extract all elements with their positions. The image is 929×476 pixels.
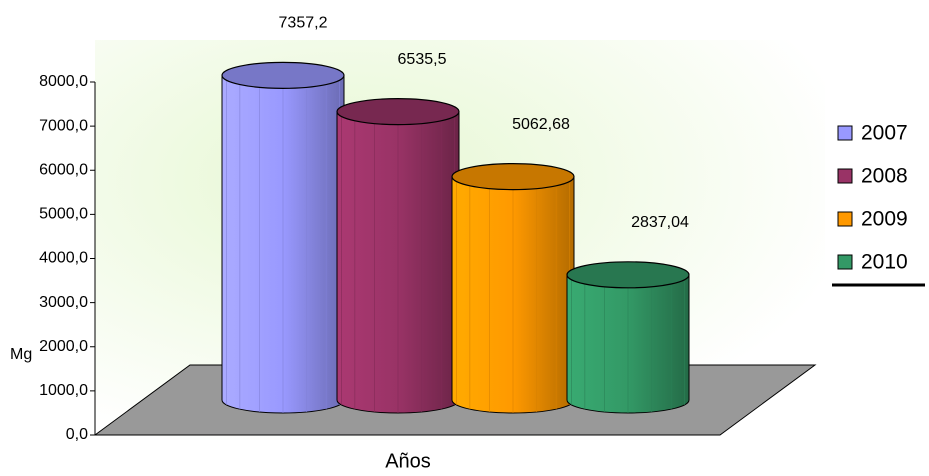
value-label: 5062,68 (512, 116, 570, 133)
y-tick-label: 3000,0 (39, 294, 88, 311)
y-tick-label: 2000,0 (39, 338, 88, 355)
y-axis-label: Mg (10, 346, 32, 363)
cylinder-top (221, 61, 345, 89)
cylinder-top (336, 98, 460, 126)
cylinder-top (566, 261, 690, 289)
legend-swatch (837, 125, 853, 141)
y-tick-label: 7000,0 (39, 117, 88, 134)
y-tick-label: 8000,0 (39, 73, 88, 90)
legend-label: 2010 (861, 251, 908, 274)
legend-label: 2008 (861, 165, 908, 188)
y-tick-label: 1000,0 (39, 382, 88, 399)
y-tick-label: 0,0 (66, 426, 88, 443)
y-tick-label: 4000,0 (39, 250, 88, 267)
y-tick-label: 6000,0 (39, 161, 88, 178)
value-label: 7357,2 (279, 15, 328, 32)
cylinder-top (451, 163, 575, 191)
x-axis-label: Años (385, 450, 431, 472)
legend-swatch (837, 254, 853, 270)
value-label: 2837,04 (631, 214, 689, 231)
legend-label: 2007 (861, 122, 908, 145)
value-label: 6535,5 (398, 51, 447, 68)
legend-label: 2009 (861, 208, 908, 231)
y-tick-label: 5000,0 (39, 206, 88, 223)
legend-swatch (837, 211, 853, 227)
legend-swatch (837, 168, 853, 184)
